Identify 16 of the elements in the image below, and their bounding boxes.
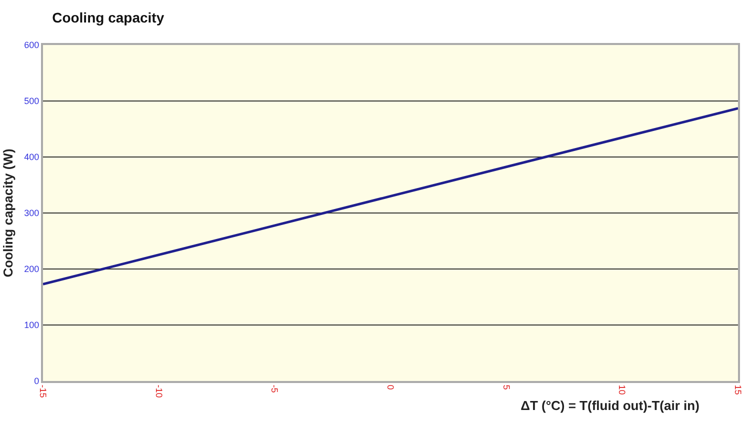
y-tick-label: 400 <box>24 152 40 162</box>
y-tick-label: 200 <box>24 264 40 274</box>
x-tick-label: -10 <box>154 384 164 398</box>
y-tick-label: 500 <box>24 96 40 106</box>
x-tick-label: 10 <box>617 384 628 395</box>
x-tick-label: -5 <box>270 384 280 393</box>
y-tick-label: 100 <box>24 320 40 330</box>
x-tick-label: -15 <box>38 384 48 398</box>
y-tick-label: 300 <box>24 208 40 218</box>
x-tick-label: 15 <box>733 384 744 395</box>
chart-title: Cooling capacity <box>52 10 164 26</box>
x-axis-title: ΔT (°C) = T(fluid out)-T(air in) <box>520 398 700 413</box>
x-tick-label: 0 <box>386 384 396 390</box>
x-tick-label: 5 <box>501 384 512 390</box>
y-tick-label: 600 <box>24 40 40 50</box>
y-axis-title: Cooling capacity (W) <box>0 148 16 278</box>
